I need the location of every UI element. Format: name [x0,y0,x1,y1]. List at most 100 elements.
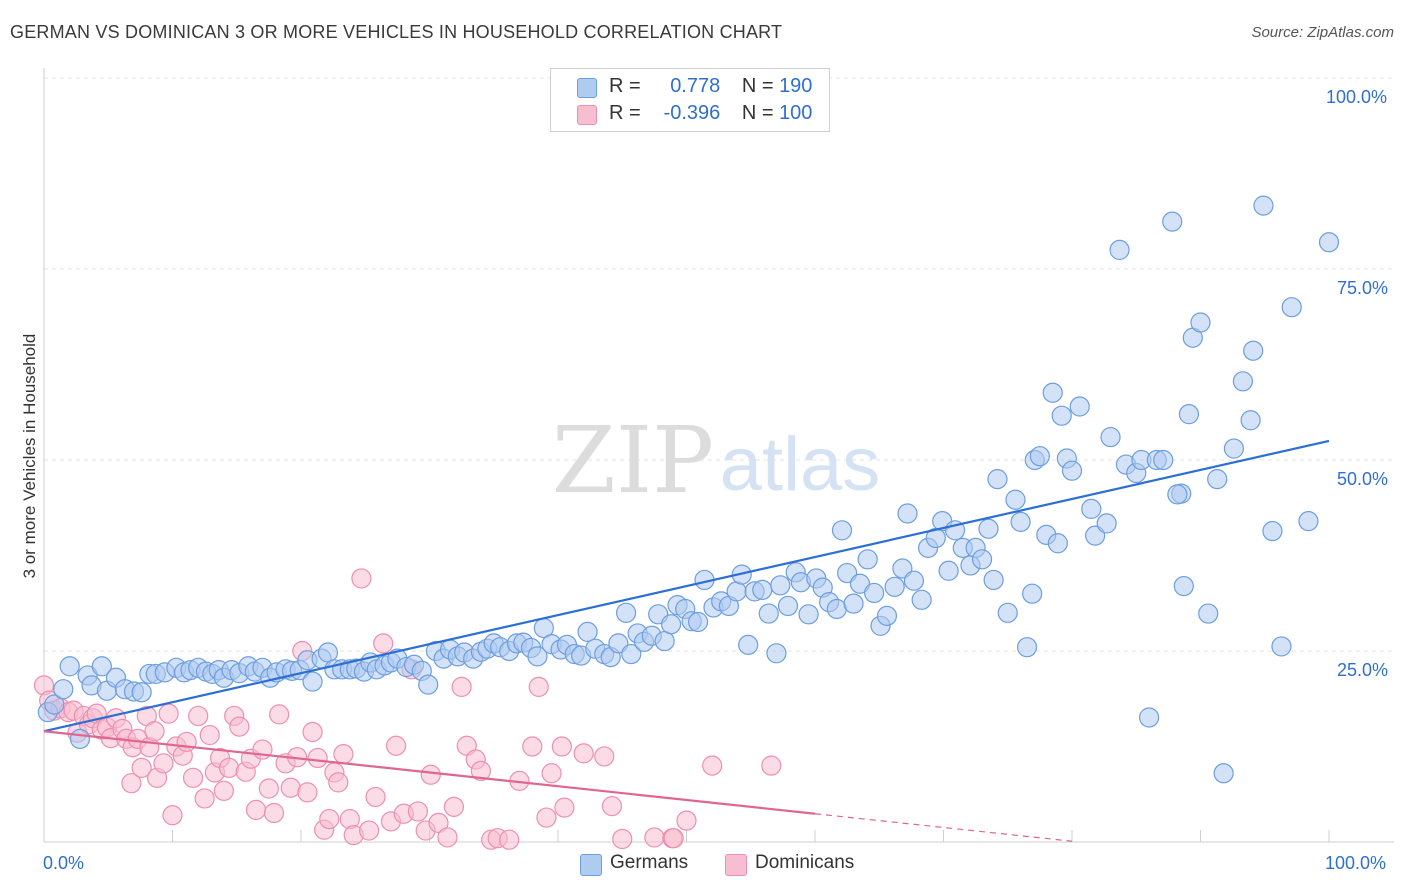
dominicans-point [702,755,723,776]
germans-swatch [577,78,597,98]
watermark: ZIP atlas [552,407,880,514]
germans-point [1213,763,1234,784]
dominicans-point [528,676,549,698]
germans-point [798,604,819,625]
r-value: -0.396 [663,102,721,124]
germans-point [1100,426,1121,448]
dominicans-point [162,805,183,826]
germans-point [997,602,1018,623]
germans-point [621,643,642,665]
germans-point [1190,312,1211,333]
germans-point [752,579,773,600]
dominicans-point [451,676,472,698]
germans-point [1162,211,1183,232]
dominicans-swatch [725,854,747,876]
watermark-atlas: atlas [720,422,881,507]
dominicans-point [199,724,220,746]
germans-point [577,621,598,643]
germans-point [978,518,999,539]
germans-point [1281,297,1302,318]
r-label: R = [609,75,641,97]
y-tick-label: 25.0% [1337,660,1389,680]
dominicans-point [499,829,520,850]
germans-point [831,520,853,541]
source-label: Source: ZipAtlas.com [1251,24,1394,41]
dominicans-point [470,760,491,782]
germans-point [317,642,339,663]
y-tick-label: 75.0% [1337,278,1389,298]
germans-point [1271,636,1292,657]
dominicans-point [407,801,429,822]
dominicans-point [359,820,380,841]
germans-point [726,581,747,602]
dominicans-point [385,735,407,756]
germans-point [826,598,847,620]
legend-label-dominicans: Dominicans [755,852,855,873]
dominicans-point [182,767,204,788]
dominicans-point [158,703,179,724]
germans-point [897,503,918,524]
dominicans-point [144,721,165,742]
y-tick-label: 50.0% [1337,469,1389,489]
germans-point [1109,239,1130,260]
germans-point [1253,195,1274,216]
germans-point [1167,484,1188,505]
trend-lines [43,439,1330,842]
germans-point [1051,405,1072,426]
r-label: R = [609,102,641,124]
germans-point [1022,583,1043,604]
germans-point [1085,525,1106,546]
correlation-legend: R = 0.778 N = 190 R = -0.396 N = 100 [550,68,830,132]
dominicans-point [229,716,250,737]
dominicans-point [213,780,234,801]
germans-point [1081,498,1102,519]
germans-point [770,575,791,596]
dominicans-point [280,777,301,798]
dominicans-point [365,786,386,808]
germans-point [616,602,637,623]
dominicans-trend-line [43,730,816,815]
germans-point [1061,460,1083,481]
germans-point [892,558,913,579]
germans-swatch [580,854,602,876]
dominicans-point [601,795,623,817]
germans-point [1153,449,1174,471]
dominicans-point [269,704,290,725]
dominicans-point [761,755,782,776]
dominicans-point [258,778,279,799]
dominicans-point [541,763,562,784]
dominicans-point [319,808,340,830]
germans-point [849,573,871,594]
germans-point [69,728,91,749]
germans-point [1207,469,1228,490]
germans-point [843,593,864,614]
dominicans-point [554,797,575,818]
germans-point [987,469,1008,490]
chart-title: GERMAN VS DOMINICAN 3 OR MORE VEHICLES I… [10,22,783,42]
germans-point [1042,382,1063,403]
dominicans-point [245,799,267,821]
dominicans-point [373,633,394,654]
germans-point [654,630,675,652]
germans-point [1232,371,1254,392]
dominicans-point [443,796,465,817]
germans-trend-line [43,439,1330,733]
dominicans-point [194,788,215,809]
germans-point [1173,575,1194,597]
n-label: N = [741,102,774,124]
dominicans-point [328,772,349,793]
dominicans-point [663,828,684,849]
germans-point [527,646,548,667]
germans-point [53,679,74,700]
germans-point [857,549,878,570]
dominicans-point [644,827,665,848]
y-axis-label: 3 or more Vehicles in Household [20,333,39,579]
dominicans-point [188,705,209,727]
n-label: N = [741,75,774,97]
legend-label-germans: Germans [610,852,689,873]
germans-point [864,582,885,604]
germans-point [1069,396,1090,417]
germans-point [1198,603,1219,624]
germans-point [758,603,779,624]
